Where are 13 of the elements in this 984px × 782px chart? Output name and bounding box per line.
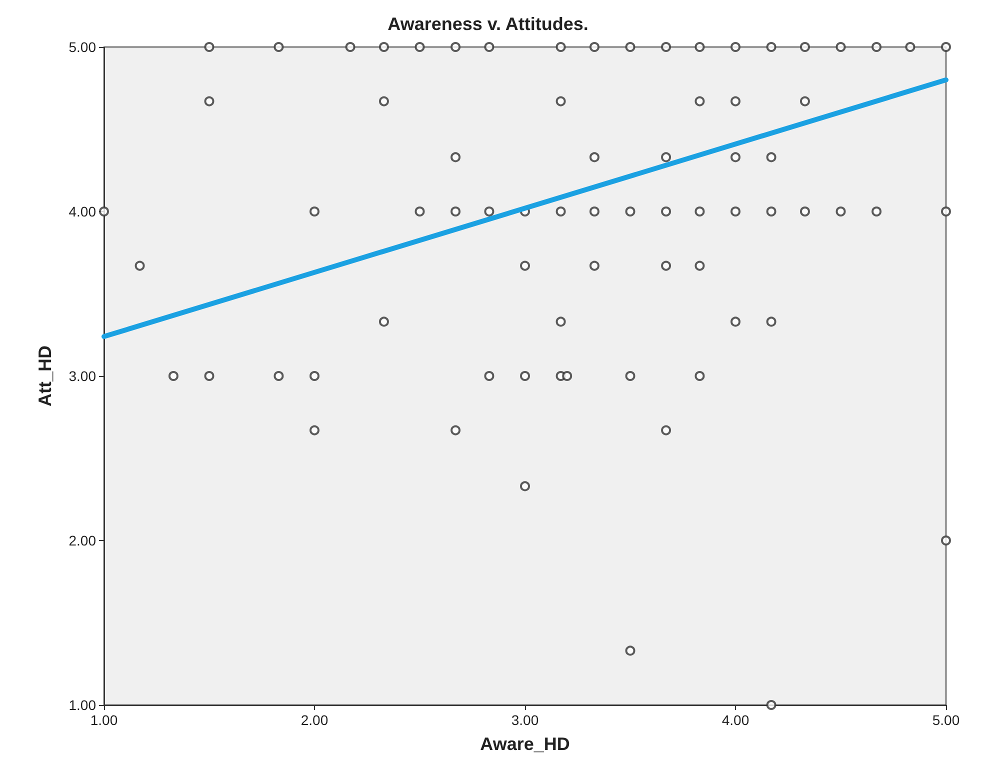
y-tick-label: 4.00: [68, 204, 96, 220]
x-tick-label: 5.00: [932, 712, 960, 728]
x-axis-title: Aware_HD: [480, 734, 570, 754]
y-tick-label: 3.00: [68, 368, 96, 384]
x-tick-label: 1.00: [90, 712, 118, 728]
chart-title: Awareness v. Attitudes.: [388, 14, 588, 34]
x-tick-label: 2.00: [300, 712, 328, 728]
x-tick-label: 3.00: [511, 712, 539, 728]
y-axis-title: Att_HD: [35, 346, 55, 406]
y-tick-label: 1.00: [68, 697, 96, 713]
y-tick-label: 5.00: [68, 39, 96, 55]
y-tick-label: 2.00: [68, 532, 96, 548]
x-tick-label: 4.00: [722, 712, 750, 728]
